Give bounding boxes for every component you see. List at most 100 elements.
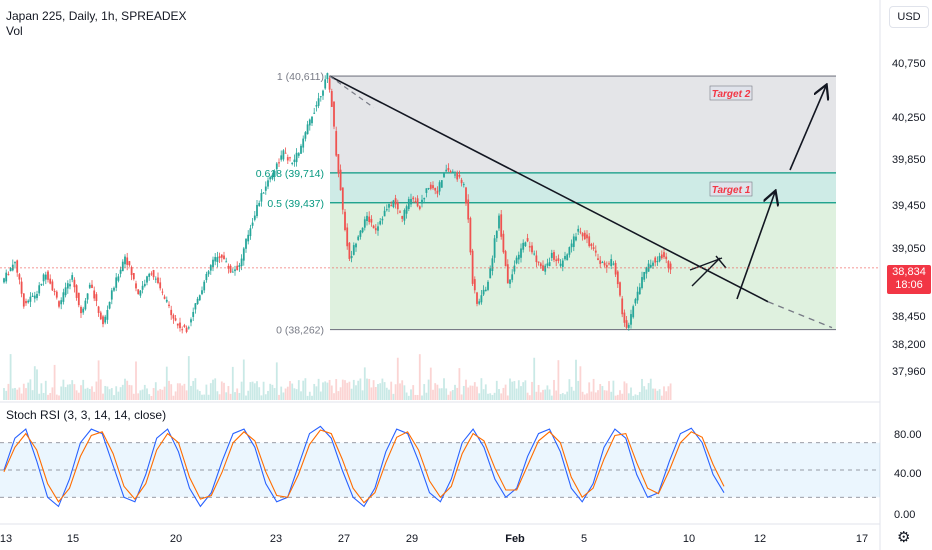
volume-bar xyxy=(553,379,555,400)
pattern-line xyxy=(715,255,727,269)
candle-body xyxy=(427,188,430,190)
volume-bar xyxy=(652,388,654,400)
candle-body xyxy=(572,236,575,247)
volume-bar xyxy=(460,394,463,400)
volume-bar xyxy=(207,394,210,400)
volume-bar xyxy=(190,385,192,400)
currency-button[interactable]: USD xyxy=(889,6,929,28)
candle-body xyxy=(174,318,177,321)
candle-body xyxy=(500,214,503,237)
volume-bar xyxy=(638,391,641,400)
volume-bar xyxy=(610,391,613,400)
candle-body xyxy=(143,283,146,287)
volume-bar xyxy=(531,381,533,400)
volume-bar xyxy=(106,386,109,400)
volume-bar xyxy=(220,381,223,400)
volume-bar xyxy=(269,383,272,400)
volume-bar xyxy=(88,388,91,400)
candle-body xyxy=(29,296,32,302)
rsi-series-line xyxy=(3,429,725,504)
candle-body xyxy=(238,265,241,267)
volume-label: Vol xyxy=(6,24,23,38)
volume-bar xyxy=(528,395,531,400)
volume-bar xyxy=(456,387,459,400)
volume-bar xyxy=(159,389,162,400)
candle-body xyxy=(656,261,659,263)
volume-bar xyxy=(440,388,443,400)
candle-body xyxy=(187,327,190,329)
volume-bar xyxy=(381,378,384,400)
volume-bar xyxy=(513,381,516,400)
volume-bar xyxy=(649,378,652,400)
candle-body xyxy=(58,301,60,307)
candle-body xyxy=(335,131,338,156)
candle-body xyxy=(51,281,54,291)
volume-bar xyxy=(236,388,239,400)
candle-body xyxy=(643,271,646,280)
volume-bar xyxy=(108,389,111,400)
candle-body xyxy=(344,211,346,231)
candle-body xyxy=(372,225,375,229)
candle-body xyxy=(115,277,118,288)
candle-body xyxy=(522,242,525,250)
volume-bar xyxy=(473,382,476,400)
candle-body xyxy=(423,197,426,200)
volume-bar xyxy=(60,386,63,400)
volume-bar xyxy=(82,379,85,400)
candle-body xyxy=(361,227,364,233)
candle-body xyxy=(66,283,69,289)
candle-body xyxy=(86,293,89,300)
volume-bar xyxy=(77,392,80,400)
candle-body xyxy=(3,278,5,283)
volume-bar xyxy=(14,387,16,400)
volume-bar xyxy=(25,388,27,400)
volume-bar xyxy=(478,393,481,400)
volume-bar xyxy=(36,369,38,400)
symbol-title: Japan 225, Daily, 1h, SPREADEX xyxy=(6,9,187,23)
volume-bar xyxy=(132,393,135,400)
volume-bar xyxy=(471,385,474,400)
candle-body xyxy=(515,257,518,264)
volume-bar xyxy=(445,388,448,400)
candle-body xyxy=(137,289,140,295)
candle-body xyxy=(586,234,588,239)
volume-bar xyxy=(3,388,5,400)
volume-bar xyxy=(465,379,467,400)
candle-body xyxy=(132,273,135,280)
volume-bar xyxy=(183,383,186,400)
candle-body xyxy=(315,105,318,107)
candle-body xyxy=(31,295,34,297)
candle-body xyxy=(471,250,474,284)
candle-body xyxy=(181,329,184,331)
candle-body xyxy=(394,198,397,205)
volume-bar xyxy=(339,387,342,400)
candle-body xyxy=(491,258,494,271)
volume-bar xyxy=(209,383,212,400)
volume-bar xyxy=(121,384,124,400)
candle-body xyxy=(326,73,329,80)
candle-body xyxy=(592,247,595,249)
candle-body xyxy=(284,152,287,154)
volume-bar xyxy=(476,386,478,400)
volume-bar xyxy=(484,384,487,400)
volume-bar xyxy=(405,392,408,400)
time-tick-label: 27 xyxy=(338,533,350,545)
volume-bar xyxy=(227,386,230,400)
volume-bar xyxy=(47,394,49,400)
candle-body xyxy=(392,200,395,208)
candle-body xyxy=(605,265,608,268)
volume-bar xyxy=(416,394,419,400)
volume-bar xyxy=(500,393,503,400)
candle-body xyxy=(383,210,386,217)
volume-bar xyxy=(515,388,518,400)
candle-body xyxy=(476,292,478,304)
volume-bar xyxy=(86,387,89,400)
volume-bar xyxy=(623,381,626,400)
volume-bar xyxy=(630,387,632,400)
volume-bar xyxy=(590,391,593,400)
volume-bar xyxy=(306,395,309,400)
volume-bar xyxy=(656,390,659,400)
volume-bar xyxy=(297,380,300,400)
gear-icon[interactable]: ⚙ xyxy=(897,529,911,546)
